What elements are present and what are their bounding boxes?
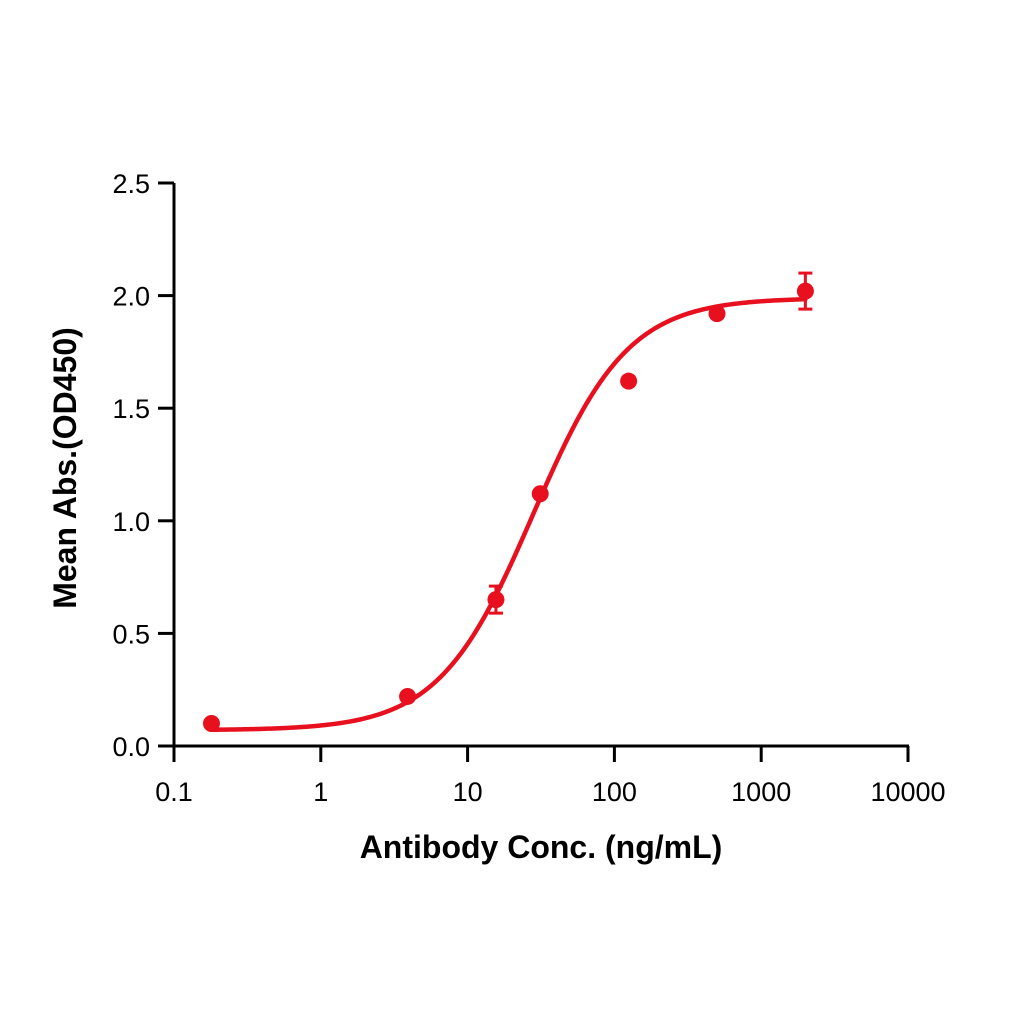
x-tick-label: 10 — [453, 777, 483, 807]
y-tick-label: 2.0 — [112, 282, 150, 312]
y-tick-label: 2.5 — [112, 169, 150, 199]
y-tick-label: 1.5 — [112, 394, 150, 424]
data-point — [202, 714, 220, 732]
x-tick-label: 10000 — [870, 777, 945, 807]
x-tick-label: 100 — [592, 777, 637, 807]
data-point — [620, 372, 638, 390]
x-tick-label: 1 — [313, 777, 328, 807]
data-point — [531, 485, 549, 503]
x-axis: 0.1 1 10 100 1000 10000 — [155, 744, 946, 807]
data-points — [202, 271, 814, 732]
data-point — [487, 591, 505, 609]
fit-curve — [209, 296, 808, 733]
data-point — [708, 305, 726, 323]
y-tick-label: 0.0 — [112, 732, 150, 762]
y-axis-title: Mean Abs.(OD450) — [47, 327, 83, 609]
x-tick-label: 0.1 — [155, 777, 193, 807]
data-point — [399, 687, 417, 705]
plot-area — [202, 271, 814, 733]
y-axis: 0.0 0.5 1.0 1.5 2.0 2.5 — [112, 169, 176, 762]
y-tick-label: 0.5 — [112, 619, 150, 649]
x-axis-title: Antibody Conc. (ng/mL) — [360, 829, 723, 865]
y-tick-label: 1.0 — [112, 507, 150, 537]
x-tick-label: 1000 — [731, 777, 791, 807]
data-point — [796, 282, 814, 300]
